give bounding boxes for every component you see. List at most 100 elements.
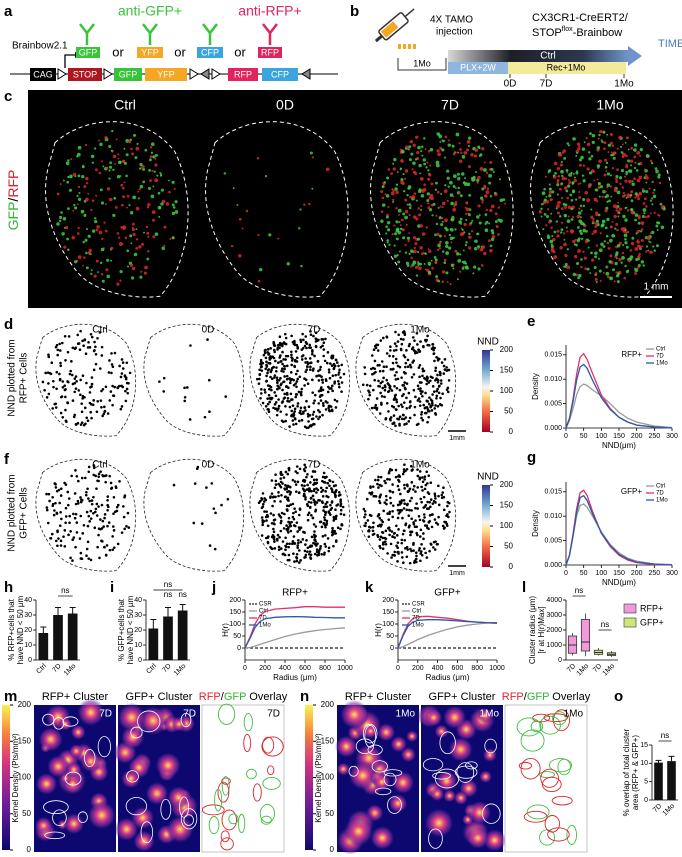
nnd-dot [337,365,340,368]
nnd-dot [313,423,316,426]
cassette-label: CFP [271,69,289,79]
cell [132,267,135,270]
nnd-dot [431,409,434,412]
nnd-dot [279,477,282,480]
y-tick-label: 5 [644,779,648,786]
cell [410,140,413,143]
cell [479,221,482,224]
cell [119,242,123,246]
cell [452,208,456,212]
nnd-dot [427,474,430,477]
cell [132,233,135,236]
colorbar-tick-label: 200 [500,345,514,354]
nnd-dot [108,359,111,362]
y-axis-label: [r at H(r)Max] [537,606,546,653]
nnd-dot [286,378,289,381]
nnd-dot [201,522,204,525]
nnd-dot [292,423,295,426]
nnd-dot [314,337,317,340]
cell [442,202,446,206]
timepoint-label: 1Mo [396,709,416,720]
cell [641,260,644,263]
cell [568,183,570,185]
nnd-dot [372,485,375,488]
nnd-dot [445,366,448,369]
nnd-dot [338,386,341,389]
nnd-dot [113,529,116,532]
cell [613,151,616,154]
nnd-dot [275,480,278,483]
cell [166,202,169,205]
nnd-dot [102,520,105,523]
nnd-dot [387,390,390,393]
cell [610,174,612,176]
nnd-dot [425,383,428,386]
nnd-dot [372,521,375,524]
colorbar [2,705,10,850]
nnd-dot [283,527,286,530]
nnd-dot [72,513,75,516]
nnd-dot [294,510,297,513]
cell [481,264,484,267]
nnd-dot [83,424,86,427]
nnd-dot [71,346,74,349]
nnd-dot [59,362,62,365]
nnd-dot [281,420,284,423]
cell [493,171,495,173]
cell [566,227,568,229]
cell [582,198,585,201]
nnd-dot [334,496,337,499]
y-tick-label: 3000 [546,612,562,619]
nnd-dot [83,339,86,342]
nnd-dot [336,361,339,364]
cell [601,224,604,227]
cell [485,213,488,216]
nnd-dot [77,502,80,505]
nnd-dot [112,512,115,515]
cell [641,228,644,231]
cell [630,147,633,150]
nnd-dot [103,406,106,409]
nnd-dot [398,488,401,491]
bar [667,761,676,800]
nnd-dot [106,525,109,528]
nnd-dot [284,484,287,487]
cell [124,162,127,165]
nnd-dot [380,476,383,479]
x-axis-label: NND(μm) [602,578,636,587]
cell [162,247,166,251]
legend-label: 7D [656,354,664,360]
cell [623,192,625,194]
panel-label: d [4,316,13,333]
nnd-dot [121,531,124,534]
nnd-dot [308,511,311,514]
nnd-dot [426,399,429,402]
x-tick-label: 300 [666,433,678,440]
cell [107,187,110,190]
cell [425,148,427,150]
nnd-dot [385,495,388,498]
cell [483,252,486,255]
nnd-dot [326,482,329,485]
nnd-dot [431,343,434,346]
cell [550,240,554,244]
cell [468,246,471,249]
nnd-dot [265,405,268,408]
nnd-dot [46,509,49,512]
nnd-dot [299,409,302,412]
cell [476,215,479,218]
nnd-dot [76,334,79,337]
nnd-dot [390,416,393,419]
cell [545,176,547,178]
nnd-dot [267,541,270,544]
cell [459,253,461,255]
cell [395,207,397,209]
nnd-dot [399,493,402,496]
nnd-dot [109,549,112,552]
nnd-dot [96,400,99,403]
nnd-dot [397,528,400,531]
nnd-dot [210,482,213,485]
cell [644,168,646,170]
nnd-dot [309,330,312,333]
cell [418,164,421,167]
